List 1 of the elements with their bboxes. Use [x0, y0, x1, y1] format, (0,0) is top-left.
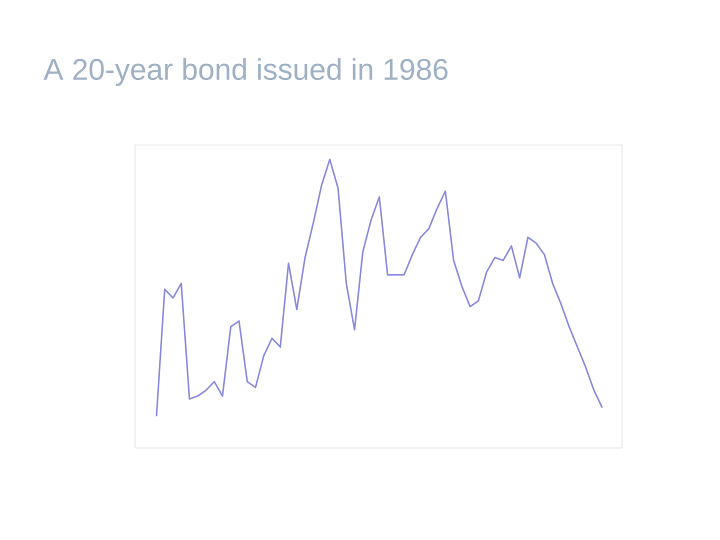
chart-title: A 20-year bond issued in 1986 — [44, 58, 448, 86]
